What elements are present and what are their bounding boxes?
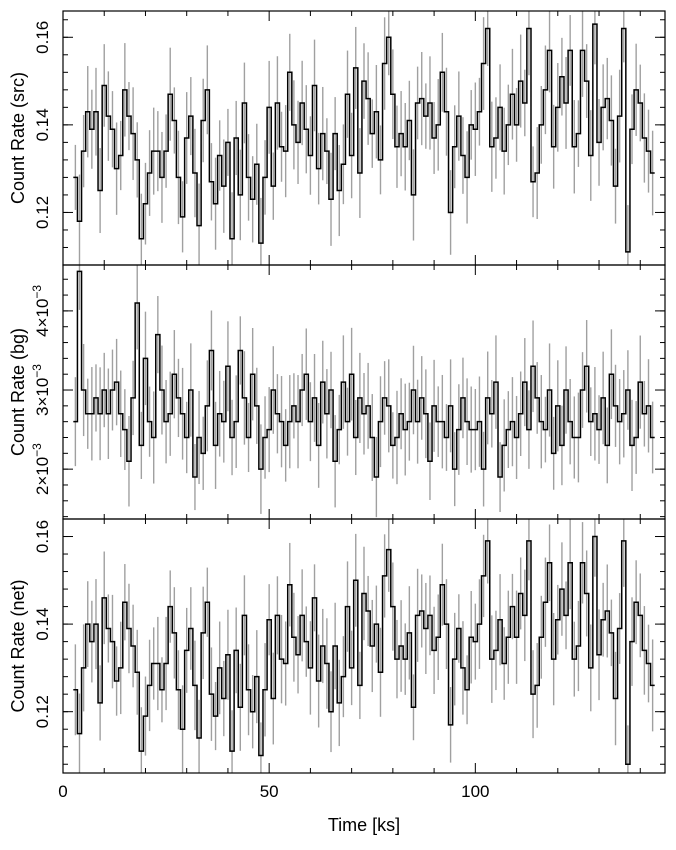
x-tick-label: 100 [461,782,489,801]
y-axis-title-src: Count Rate (src) [8,72,28,204]
step-line-src [73,23,655,253]
step-line-bg [73,270,655,478]
y-tick-exponent-bg: −3 [30,364,44,378]
label-layer: 0.12 0.14 0.16 Count Rate (src) 2×10−3 3×10−3… [8,21,490,835]
y-tick-exponent-bg: −3 [30,285,44,299]
error-bar-layer [74,11,654,773]
x-axis-title: Time [ks] [328,815,400,835]
axes-layer [62,10,666,774]
y-tick-label-bg: 3×10−3 [30,364,52,416]
y-tick-label-src: 0.16 [33,21,52,54]
y-tick-label-bg: 4×10−3 [30,285,52,337]
step-line-net [73,535,655,765]
y-tick-label-src: 0.12 [33,196,52,229]
x-tick-label: 50 [260,782,279,801]
y-axis-title-net: Count Rate (net) [8,579,28,712]
x-tick-label: 0 [58,782,67,801]
y-tick-label-src: 0.14 [33,108,52,141]
step-line-layer [73,23,655,765]
y-tick-label-net: 0.12 [33,695,52,728]
y-axis-title-bg: Count Rate (bg) [8,328,28,456]
y-tick-label-bg: 2×10−3 [30,443,52,495]
y-tick-exponent-bg: −3 [30,443,44,457]
panel-frame-net [62,518,666,774]
y-tick-label-net: 0.16 [33,520,52,553]
y-tick-label-net: 0.14 [33,608,52,641]
